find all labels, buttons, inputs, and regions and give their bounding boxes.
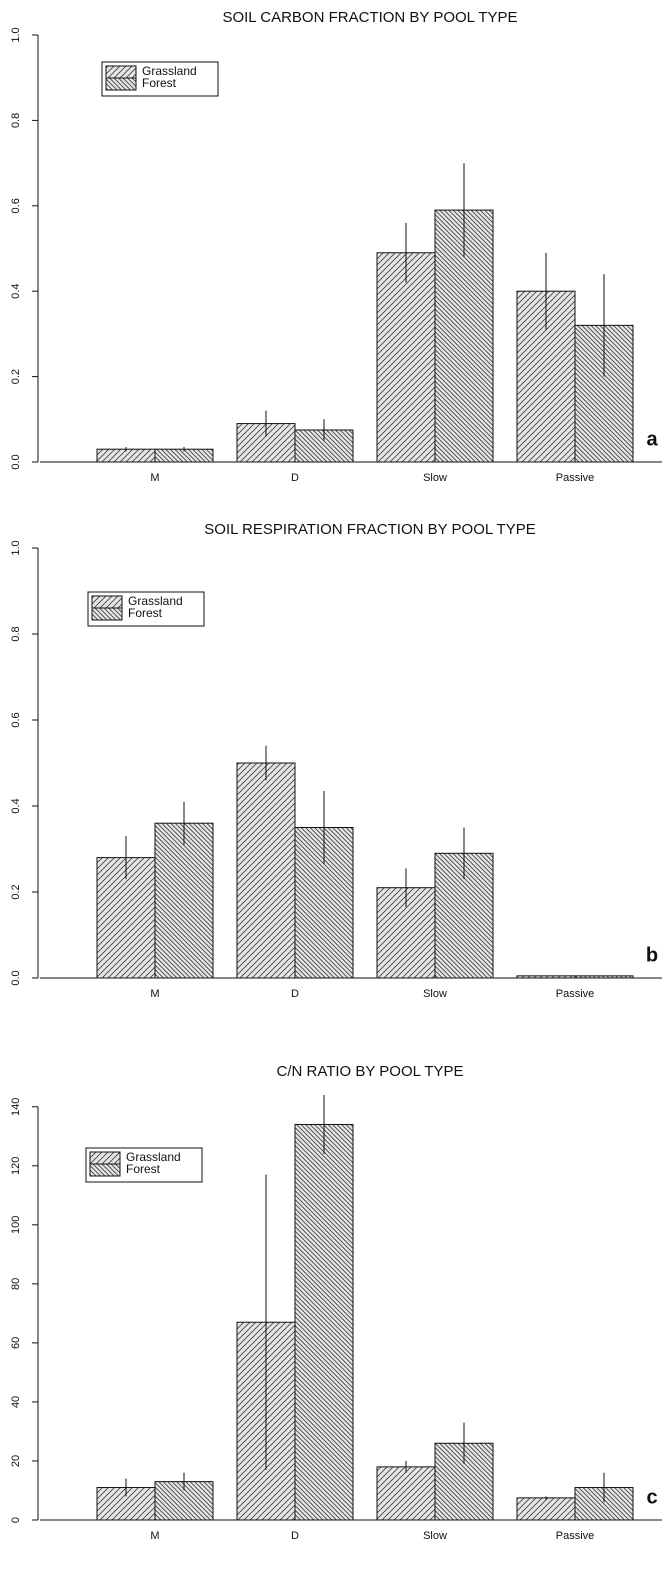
y-tick-label: 0.0 [10, 970, 22, 985]
legend-swatch [105, 77, 137, 91]
chart-title: SOIL CARBON FRACTION BY POOL TYPE [222, 9, 517, 26]
y-tick-label: 0.0 [10, 454, 22, 469]
y-tick-label: 80 [10, 1278, 22, 1290]
y-tick-label: 0 [10, 1517, 22, 1523]
y-tick-label: 0.8 [10, 626, 22, 641]
y-tick-label: 20 [10, 1455, 22, 1467]
bar [376, 252, 436, 463]
x-tick-label: Passive [556, 988, 595, 1000]
legend-swatch [105, 65, 137, 79]
y-tick-label: 0.4 [10, 284, 22, 299]
legend-label: Grassland [128, 594, 183, 608]
bar [294, 1123, 354, 1521]
bar [154, 822, 214, 979]
x-tick-label: M [150, 988, 159, 1000]
x-tick-label: D [291, 988, 299, 1000]
bar [516, 1497, 576, 1521]
y-tick-label: 0.2 [10, 884, 22, 899]
y-tick-label: 0.2 [10, 369, 22, 384]
legend-label: Forest [126, 1162, 161, 1176]
x-tick-label: M [150, 472, 159, 484]
x-tick-label: Passive [556, 472, 595, 484]
chart-title: C/N RATIO BY POOL TYPE [277, 1063, 464, 1080]
x-tick-label: D [291, 1530, 299, 1542]
x-tick-label: Slow [423, 988, 447, 1000]
legend-label: Forest [142, 76, 177, 90]
bar [236, 762, 296, 979]
bar [434, 209, 494, 463]
panel-label: c [646, 1486, 657, 1508]
chart-title: SOIL RESPIRATION FRACTION BY POOL TYPE [204, 521, 535, 538]
y-tick-label: 40 [10, 1396, 22, 1408]
y-tick-label: 100 [10, 1216, 22, 1234]
y-tick-label: 1.0 [10, 27, 22, 42]
legend-swatch [91, 595, 123, 609]
legend-label: Forest [128, 606, 163, 620]
x-tick-label: M [150, 1530, 159, 1542]
y-tick-label: 1.0 [10, 540, 22, 555]
x-tick-label: Slow [423, 1530, 447, 1542]
y-tick-label: 0.8 [10, 113, 22, 128]
legend-swatch [91, 607, 123, 621]
x-tick-label: Slow [423, 472, 447, 484]
legend-label: Grassland [126, 1150, 181, 1164]
y-tick-label: 0.6 [10, 712, 22, 727]
bar [376, 1466, 436, 1521]
legend-label: Grassland [142, 64, 197, 78]
y-tick-label: 140 [10, 1098, 22, 1116]
y-tick-label: 0.6 [10, 198, 22, 213]
legend-swatch [89, 1151, 121, 1165]
x-tick-label: D [291, 472, 299, 484]
bar [516, 975, 576, 979]
bar [574, 975, 634, 979]
y-tick-label: 0.4 [10, 798, 22, 813]
panel-label: b [646, 944, 658, 966]
y-tick-label: 120 [10, 1157, 22, 1175]
x-tick-label: Passive [556, 1530, 595, 1542]
panel-label: a [646, 428, 658, 450]
y-tick-label: 60 [10, 1337, 22, 1349]
legend-swatch [89, 1163, 121, 1177]
